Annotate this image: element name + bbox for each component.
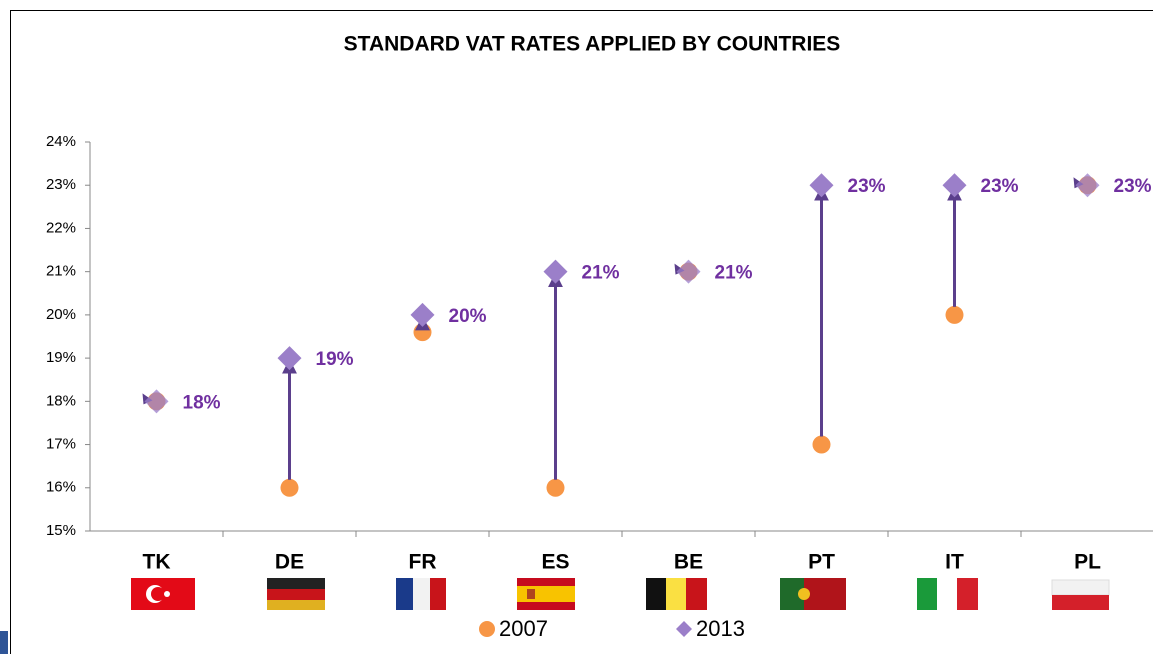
- frame: [10, 10, 1153, 654]
- legend-marker: [479, 621, 495, 637]
- dot-2013: [942, 173, 967, 198]
- y-tick-label: 16%: [46, 479, 76, 496]
- y-tick-label: 15%: [46, 522, 76, 539]
- x-tick-label: PT: [808, 551, 835, 574]
- dot-2013: [543, 259, 568, 284]
- dot-2013: [410, 302, 435, 327]
- data-label: 23%: [1114, 176, 1152, 197]
- x-tick-label: DE: [275, 551, 304, 574]
- x-tick-label: FR: [409, 551, 437, 574]
- flag-be: [646, 578, 707, 610]
- data-label: 18%: [183, 392, 221, 413]
- x-tick-label: TK: [143, 551, 171, 574]
- dot-2013: [144, 389, 169, 414]
- legend-label: 2013: [696, 616, 745, 641]
- dot-2007: [945, 305, 964, 324]
- x-tick-label: ES: [541, 551, 569, 574]
- y-tick-label: 21%: [46, 263, 76, 280]
- flags: [131, 578, 1110, 610]
- data-label: 20%: [449, 306, 487, 327]
- legend-label: 2007: [499, 616, 548, 641]
- dot-2013: [1075, 173, 1100, 198]
- x-tick-label: PL: [1074, 551, 1101, 574]
- flag-pl: [1051, 579, 1110, 610]
- dot-2007: [812, 435, 831, 454]
- y-tick-label: 17%: [46, 436, 76, 453]
- flag-es: [517, 578, 575, 610]
- y-tick-label: 18%: [46, 392, 76, 409]
- flag-fr: [396, 578, 446, 610]
- y-tick-label: 24%: [46, 133, 76, 150]
- data-label: 23%: [981, 176, 1019, 197]
- y-tick-label: 23%: [46, 176, 76, 193]
- flag-pt: [780, 578, 846, 610]
- dot-2007: [280, 478, 299, 497]
- dot-2007: [546, 478, 565, 497]
- x-tick-label: IT: [945, 551, 964, 574]
- data-label: 21%: [715, 263, 753, 284]
- chart-title: STANDARD VAT RATES APPLIED BY COUNTRIES: [344, 33, 841, 56]
- data-label: 21%: [582, 263, 620, 284]
- data-label: 19%: [316, 349, 354, 370]
- y-tick-label: 20%: [46, 306, 76, 323]
- flag-de: [267, 578, 325, 610]
- legend-marker: [676, 621, 692, 637]
- y-tick-label: 19%: [46, 349, 76, 366]
- y-tick-label: 22%: [46, 219, 76, 236]
- dot-2013: [809, 173, 834, 198]
- data-label: 23%: [848, 176, 886, 197]
- x-tick-label: BE: [674, 551, 703, 574]
- corner-tab: [0, 631, 8, 654]
- dot-2013: [676, 259, 701, 284]
- flag-tk: [131, 578, 195, 610]
- dot-2013: [277, 346, 302, 371]
- flag-it: [917, 578, 978, 610]
